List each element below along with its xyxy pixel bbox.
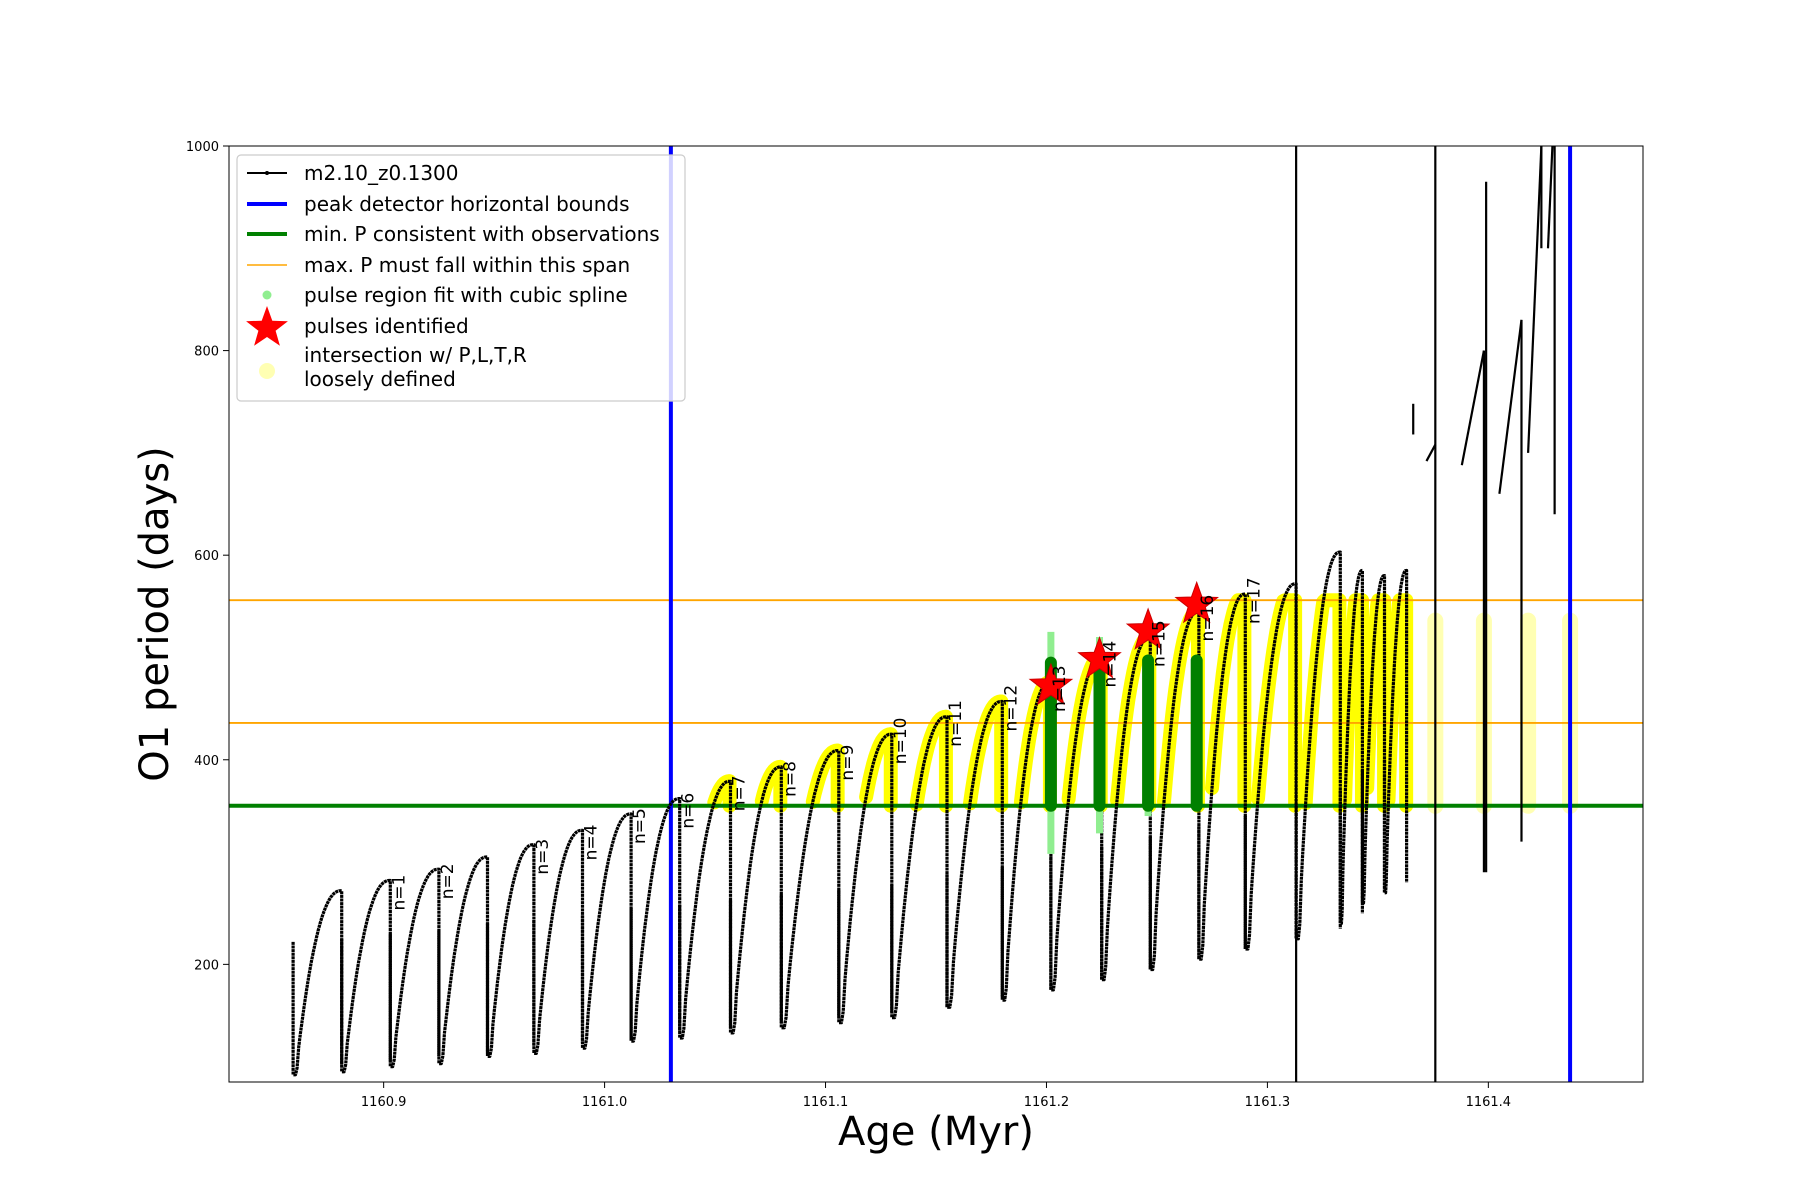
cycle-label-10: n=9	[838, 745, 858, 781]
legend-label-loose: intersection w/ P,L,T,R	[304, 343, 527, 367]
track-cycle-8	[678, 779, 733, 1040]
cycle-label-8: n=7	[730, 775, 750, 811]
x-tick-label-2: 1161.1	[803, 1095, 849, 1110]
track-cycle-13	[945, 699, 1004, 1009]
y-tick-label-1: 400	[194, 754, 219, 769]
legend-handle-pulse	[246, 306, 288, 346]
track-cycle-2	[388, 867, 441, 1069]
track-cycle-22	[1360, 574, 1387, 905]
cycle-label-17: n=16	[1198, 595, 1218, 642]
legend-label-min_p: min. P consistent with observations	[304, 222, 660, 246]
pulse-star-0	[1028, 662, 1074, 706]
legend-label-loose-line2: loosely defined	[304, 367, 456, 391]
cycle-label-13: n=12	[1001, 685, 1021, 732]
x-tick-label-5: 1161.4	[1466, 1095, 1512, 1110]
track-cycle-0	[291, 889, 344, 1077]
cycle-label-6: n=5	[630, 808, 650, 844]
track-late-segment-2	[1425, 444, 1437, 462]
legend-label-bounds: peak detector horizontal bounds	[304, 192, 630, 216]
pulse-star-1	[1077, 636, 1122, 679]
y-tick-label-2: 600	[194, 549, 219, 564]
track-cycle-9	[728, 765, 783, 1035]
cycle-label-2: n=2	[438, 863, 458, 899]
track-cycle-12	[890, 715, 949, 1020]
cycle-label-11: n=10	[891, 718, 911, 765]
legend-label-max_p: max. P must fall within this span	[304, 253, 630, 277]
legend-label-pulse: pulses identified	[304, 314, 469, 338]
x-tick-label-4: 1161.3	[1245, 1095, 1291, 1110]
plot-frame	[228, 145, 1644, 1083]
cycle-labels-layer: n=1 n=2 n=3 n=4 n=5 n=6 n=7 n=8 n=9 n=10 n=11 n=12 n…	[389, 577, 1264, 910]
y-axis-label: O1 period (days)	[132, 446, 178, 781]
x-tick-label-0: 1160.9	[361, 1095, 407, 1110]
cycle-label-14: n=13	[1050, 665, 1070, 712]
track-cycle-23	[1382, 568, 1409, 895]
track-cycle-18	[1197, 592, 1247, 961]
track-late-segment-7	[1498, 319, 1523, 494]
track-cycle-4	[485, 843, 536, 1058]
cycle-label-18: n=17	[1244, 577, 1264, 624]
track-cycle-21	[1338, 568, 1364, 925]
track-late-segment-9	[1527, 145, 1543, 453]
cycle-label-5: n=4	[582, 825, 602, 861]
legend-label-spline: pulse region fit with cubic spline	[304, 283, 628, 307]
cycle-label-16: n=15	[1149, 620, 1169, 667]
legend-handle-track-dot	[265, 171, 269, 175]
legend-handle-loose	[259, 363, 275, 379]
cycle-label-1: n=1	[389, 875, 409, 911]
pulse-layer	[1028, 580, 1219, 854]
track-cycle-3	[437, 855, 490, 1066]
y-tick-label-4: 1000	[186, 140, 219, 155]
y-tick-label-0: 200	[194, 958, 219, 973]
track-layer	[291, 145, 1556, 1082]
cycle-label-4: n=3	[533, 839, 553, 875]
cycle-label-12: n=11	[946, 700, 966, 747]
legend-handle-spline	[262, 290, 272, 300]
ticks-layer: 1160.9 1161.0 1161.1 1161.2 1161.3 1161.4 200 4…	[186, 140, 1511, 1110]
track-cycle-1	[340, 878, 392, 1074]
track-cycle-6	[580, 812, 633, 1050]
cycle-label-9: n=8	[780, 761, 800, 797]
track-cycle-20	[1294, 550, 1342, 941]
pulse-star-2	[1125, 607, 1171, 650]
track-cycle-5	[532, 828, 585, 1055]
track-cycle-7	[629, 797, 682, 1043]
x-tick-label-3: 1161.2	[1024, 1095, 1070, 1110]
track-cycle-16	[1100, 635, 1152, 982]
track-late-segment-11	[1546, 145, 1554, 249]
legend-box	[236, 154, 686, 402]
pulse-star-3	[1174, 580, 1219, 624]
track-cycle-11	[837, 732, 894, 1025]
cycle-label-7: n=6	[679, 793, 699, 829]
cycle-label-15: n=14	[1101, 641, 1121, 688]
x-tick-label-1: 1161.0	[582, 1095, 628, 1110]
x-axis-label: Age (Myr)	[838, 1109, 1034, 1155]
track-cycle-19	[1243, 582, 1298, 951]
track-late-segment-4	[1460, 350, 1486, 466]
legend-label-track: m2.10_z0.1300	[304, 161, 459, 185]
track-cycle-10	[779, 749, 841, 1030]
y-tick-label-3: 800	[194, 345, 219, 360]
